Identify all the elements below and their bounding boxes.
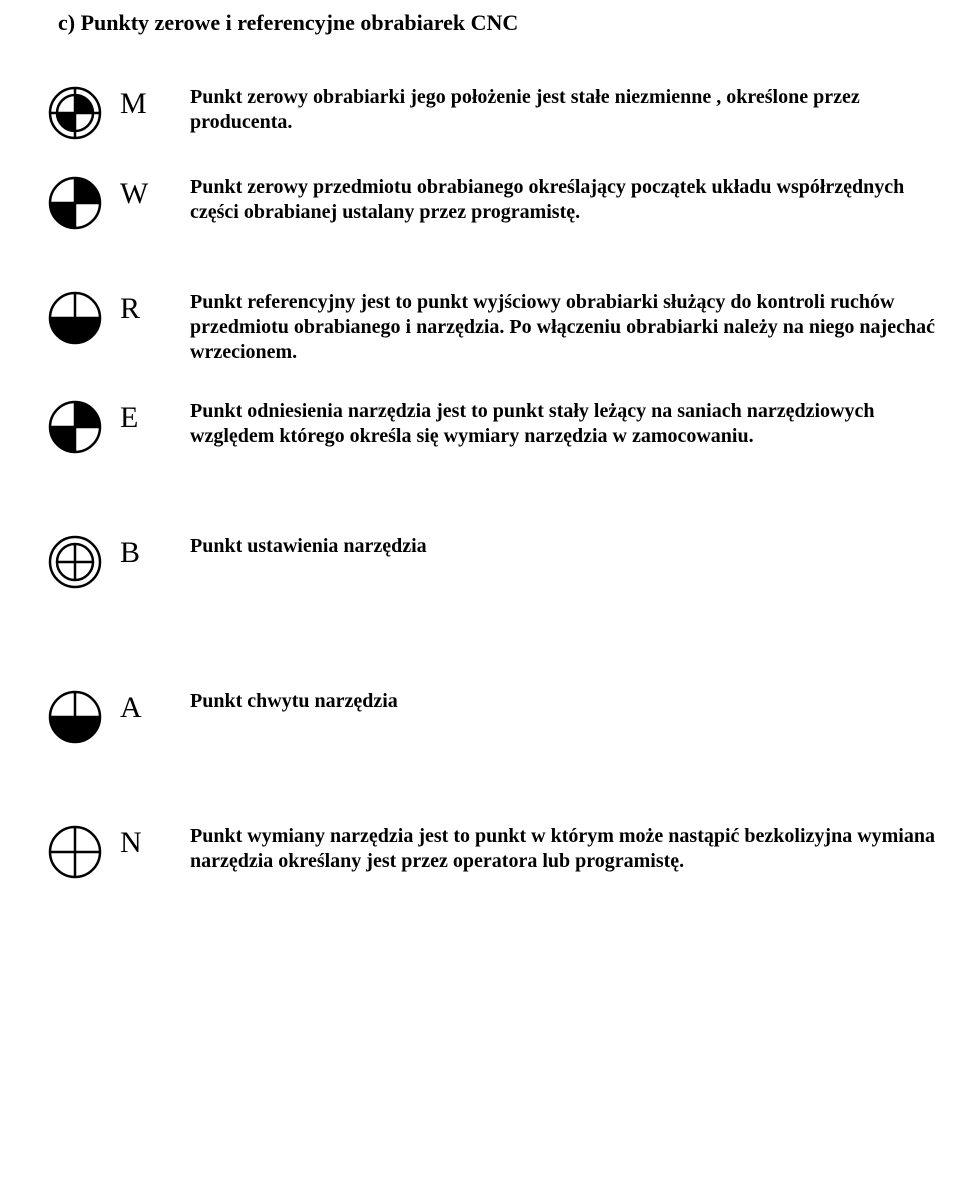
point-description: Punkt wymiany narzędzia jest to punkt w … [190, 820, 940, 874]
point-description: Punkt zerowy obrabiarki jego położenie j… [190, 81, 940, 135]
point-description: Punkt odniesienia narzędzia jest to punk… [190, 395, 940, 449]
point-description: Punkt zerowy przedmiotu obrabianego okre… [190, 171, 940, 225]
page-title: c) Punkty zerowe i referencyjne obrabiar… [58, 10, 940, 36]
symbol-icon [30, 286, 120, 346]
point-letter: A [120, 685, 190, 725]
definition-row: EPunkt odniesienia narzędzia jest to pun… [30, 395, 940, 455]
point-description: Punkt ustawienia narzędzia [190, 530, 940, 559]
symbol-icon [30, 685, 120, 745]
symbol-icon [30, 171, 120, 231]
definition-row: WPunkt zerowy przedmiotu obrabianego okr… [30, 171, 940, 231]
point-description: Punkt referencyjny jest to punkt wyjścio… [190, 286, 940, 365]
point-letter: E [120, 395, 190, 435]
point-description: Punkt chwytu narzędzia [190, 685, 940, 714]
symbol-icon [30, 395, 120, 455]
definition-row: BPunkt ustawienia narzędzia [30, 530, 940, 590]
definition-row: APunkt chwytu narzędzia [30, 685, 940, 745]
definition-row: MPunkt zerowy obrabiarki jego położenie … [30, 81, 940, 141]
point-letter: M [120, 81, 190, 121]
definition-row: RPunkt referencyjny jest to punkt wyjści… [30, 286, 940, 365]
point-letter: N [120, 820, 190, 860]
page: c) Punkty zerowe i referencyjne obrabiar… [0, 0, 960, 1185]
symbol-icon [30, 81, 120, 141]
symbol-icon [30, 820, 120, 880]
point-letter: R [120, 286, 190, 326]
definition-row: NPunkt wymiany narzędzia jest to punkt w… [30, 820, 940, 880]
symbol-icon [30, 530, 120, 590]
point-letter: W [120, 171, 190, 211]
rows-container: MPunkt zerowy obrabiarki jego położenie … [30, 81, 940, 880]
point-letter: B [120, 530, 190, 570]
